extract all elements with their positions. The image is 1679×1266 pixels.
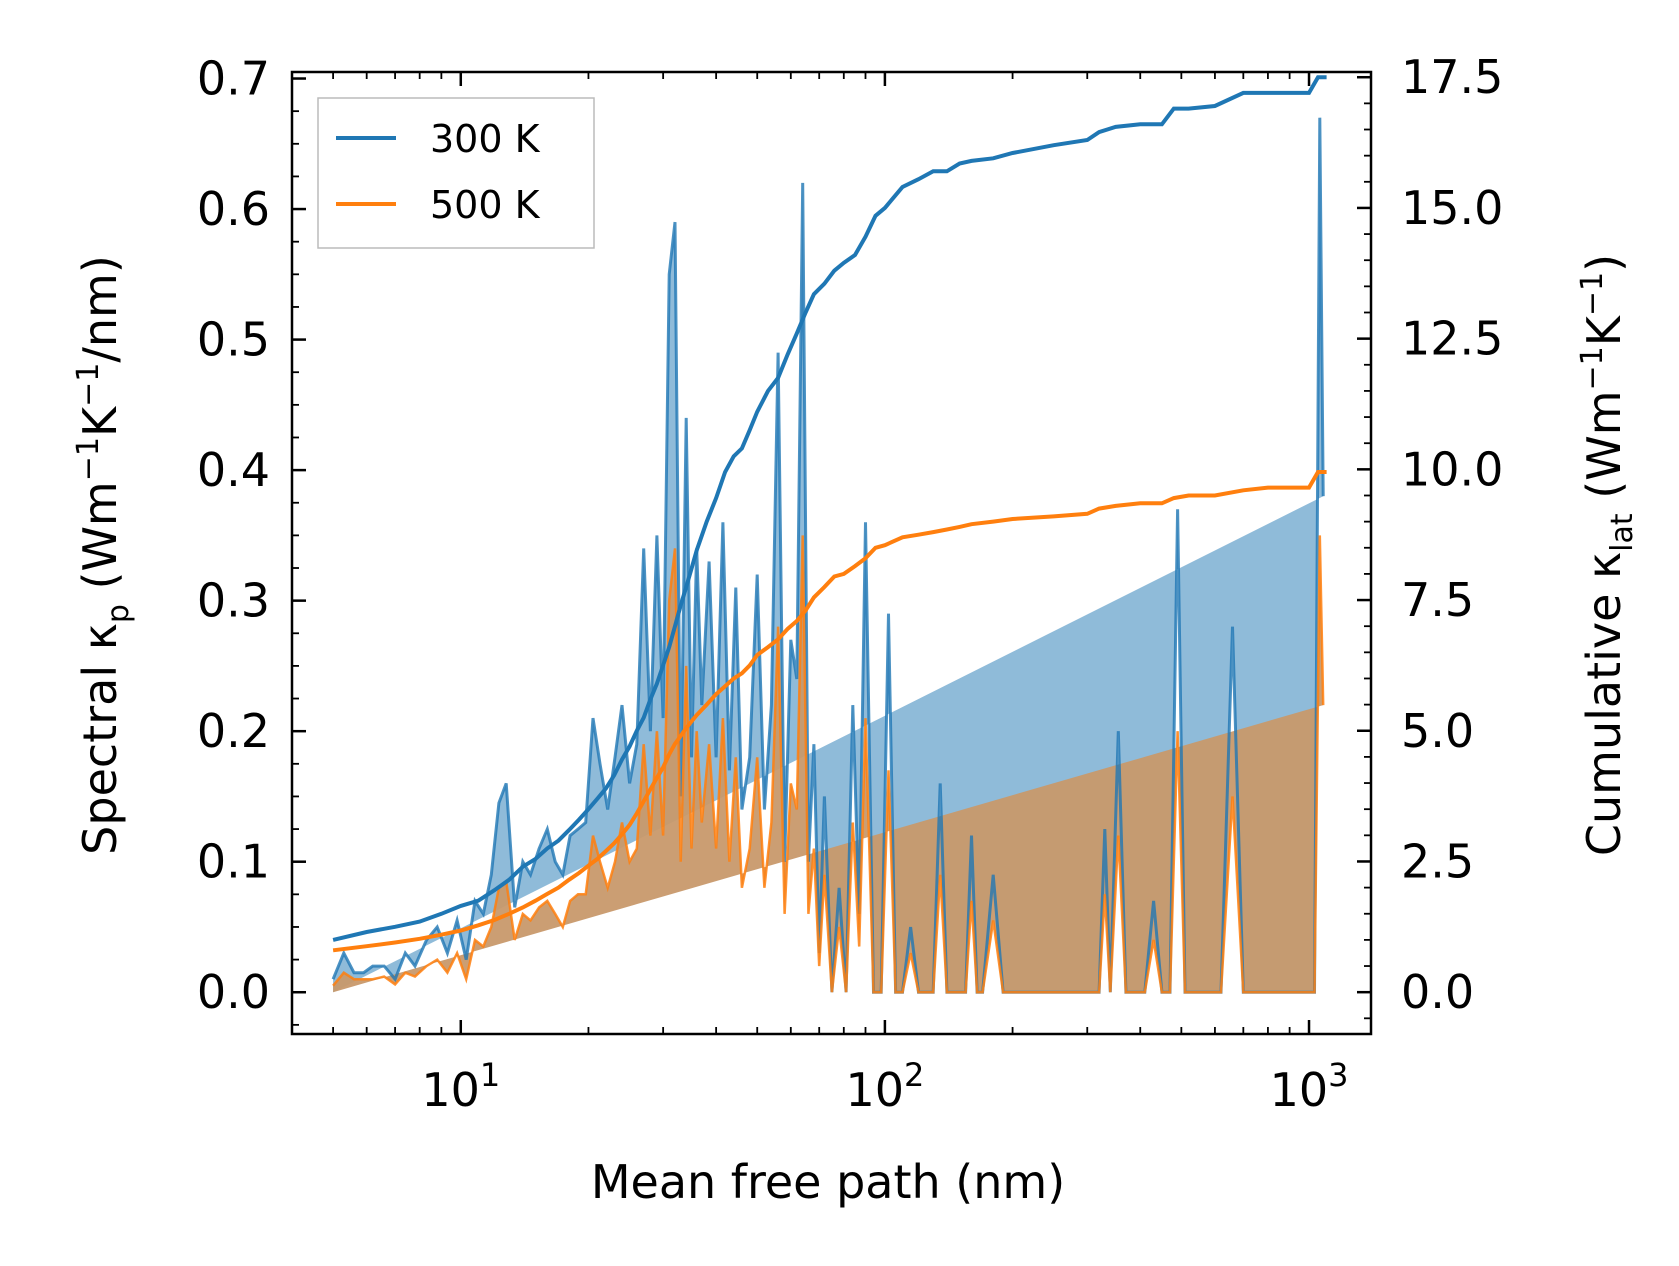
x-tick-label: 101 <box>421 1056 500 1117</box>
y-left-tick-label: 0.3 <box>197 574 270 628</box>
y-right-tick-label: 15.0 <box>1401 181 1503 235</box>
axis-tick-labels: 101 102 103 0.0 0.1 0.2 0.3 0.4 0.5 0.6 0.7 0.0 2.5 5… <box>197 50 1504 1117</box>
x-tick-label: 102 <box>845 1056 924 1117</box>
spectral-line-500k <box>332 535 1325 994</box>
y-right-tick-label: 7.5 <box>1401 573 1474 627</box>
y-axis-title-right: Cumulative κlat (Wm−1K−1) <box>1575 254 1640 856</box>
y-left-tick-label: 0.6 <box>197 182 270 236</box>
axis-ticks <box>291 72 1371 1034</box>
y-right-tick-label: 12.5 <box>1401 312 1503 366</box>
y-left-tick-label: 0.1 <box>197 835 270 889</box>
legend-label-300k: 300 K <box>430 117 541 161</box>
x-tick-label: 103 <box>1270 1056 1349 1117</box>
cumulative-line-500k <box>332 470 1327 953</box>
legend: 300 K 500 K <box>317 97 595 249</box>
y-right-tick-label: 0.0 <box>1401 965 1474 1019</box>
y-left-tick-label: 0.5 <box>197 313 270 367</box>
plot-frame <box>290 70 1373 1036</box>
svg-text:Cumulative κlat (Wm−1K−1): Cumulative κlat (Wm−1K−1) <box>1575 254 1640 856</box>
spectral-fill-300k <box>333 117 1324 993</box>
svg-text:Spectral κp (Wm−1K−1/nm): Spectral κp (Wm−1K−1/nm) <box>71 255 136 855</box>
y-left-tick-label: 0.4 <box>197 443 270 497</box>
data-lines <box>331 75 1327 994</box>
y-right-tick-label: 5.0 <box>1401 704 1474 758</box>
y-right-tick-label: 10.0 <box>1401 442 1503 496</box>
y-left-tick-label: 0.0 <box>197 965 270 1019</box>
y-axis-title-left: Spectral κp (Wm−1K−1/nm) <box>71 255 136 855</box>
y-right-tick-label: 2.5 <box>1401 834 1474 888</box>
cumulative-line-300k <box>332 75 1327 942</box>
y-left-tick-label: 0.2 <box>197 704 270 758</box>
legend-box <box>317 97 595 249</box>
y-left-tick-label: 0.7 <box>197 52 270 106</box>
spectral-fills <box>333 117 1324 993</box>
legend-label-500k: 500 K <box>430 183 541 227</box>
y-right-tick-label: 17.5 <box>1401 50 1503 104</box>
spectral-fill-500k <box>333 535 1324 993</box>
x-axis-title: Mean free path (nm) <box>591 1155 1065 1209</box>
